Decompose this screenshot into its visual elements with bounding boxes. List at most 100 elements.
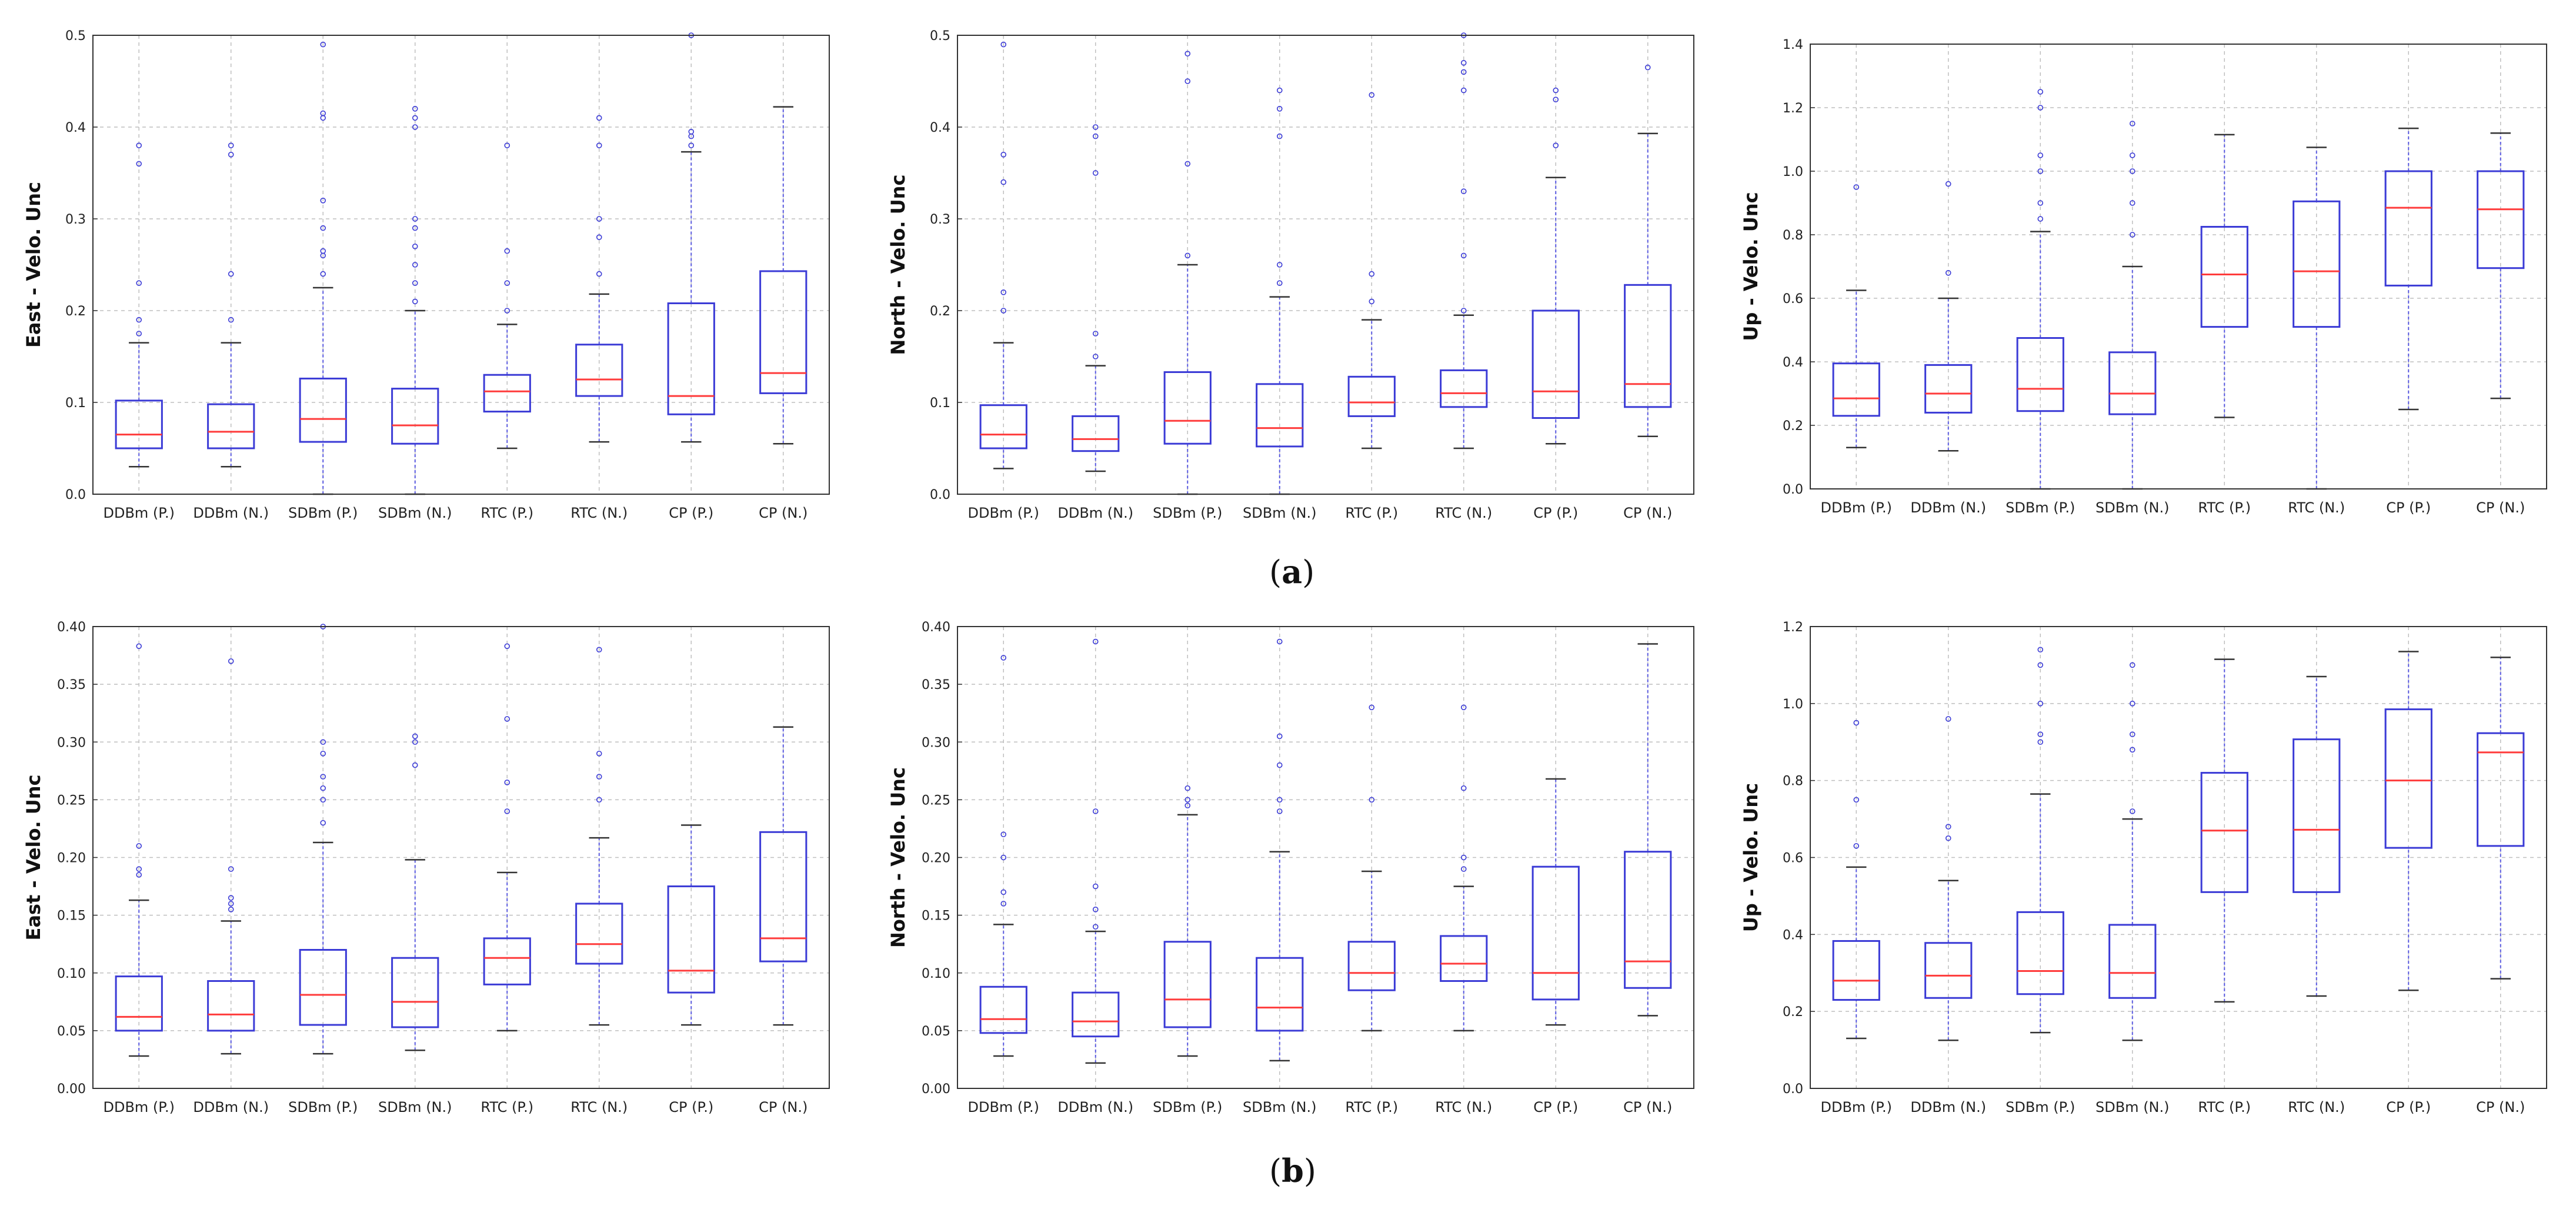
chart-b-east-flier-4-0 [504,808,510,814]
chart-a-north-flier-4-2 [1369,92,1375,98]
chart-b-north-flier-2-0 [1184,802,1191,808]
chart-a-east-flier-2-3 [320,225,326,231]
chart-b-up-flier-2-4 [2037,647,2044,653]
chart-a-east-xtick-label-4: RTC (P.) [481,505,533,521]
chart-a-east-xtick-label-2: SDBm (P.) [288,505,358,521]
chart-b-east-xtick-label-1: DDBm (N.) [193,1099,269,1115]
chart-a-north-ylabel: North - Velo. Unc [887,175,909,355]
chart-a-up-iqr-box-5 [2293,200,2341,328]
chart-b-up-xtick-label-5: RTC (N.) [2288,1099,2345,1115]
chart-b-east-flier-4-3 [504,643,510,650]
chart-b-up-ylabel: Up - Velo. Unc [1740,783,1762,932]
chart-b-north-xtick-label-1: DDBm (N.) [1057,1099,1133,1115]
chart-a-north-xtick-label-1: DDBm (N.) [1057,505,1133,521]
chart-b-east-iqr-box-7 [759,831,807,962]
chart-b-north-flier-2-1 [1184,797,1191,803]
chart-a-east-flier-5-4 [596,115,602,121]
chart-b-north-box-6 [1531,778,1580,1026]
chart-b-east-flier-2-0 [320,820,326,826]
chart-b-up-iqr-box-7 [2477,732,2525,847]
chart-b-east-flier-2-3 [320,774,326,780]
chart-a-east-iqr-box-1 [207,403,255,449]
chart-a-east-ytick-label-4: 0.4 [65,121,86,135]
chart-a-up-box-5 [2293,146,2341,490]
chart-a-east-flier-1-0 [228,317,234,323]
chart-a-north-xtick-label-4: RTC (P.) [1345,505,1398,521]
chart-b-east-ytick-label-0: 0.00 [57,1082,86,1097]
chart-a-east-box-5 [575,115,623,443]
chart-b-north-xtick-label-2: SDBm (P.) [1153,1099,1222,1115]
chart-a-east-ytick-label-3: 0.3 [65,212,86,227]
chart-b-north-box-0 [979,655,1027,1057]
chart-b-east-xtick-label-4: RTC (P.) [481,1099,533,1115]
chart-b-north-flier-3-1 [1276,797,1283,803]
chart-b-up-flier-3-1 [2129,747,2135,753]
chart-a-up-flier-3-0 [2129,232,2135,238]
chart-a-up-flier-2-1 [2037,200,2044,206]
chart-b-north-flier-0-2 [1000,854,1007,861]
chart-a-north-box-7 [1624,64,1672,437]
chart-b-north-ytick-label-4: 0.20 [922,851,950,866]
chart-a-up-flier-2-2 [2037,168,2044,174]
chart-a-north-flier-0-2 [1000,179,1007,185]
chart-a-east-flier-1-2 [228,151,234,158]
chart-b-up-flier-2-0 [2037,739,2044,745]
chart-b-east-iqr-box-3 [391,957,439,1028]
panel-label-b: (b) [1269,1152,1316,1190]
chart-b-north-ytick-label-1: 0.05 [922,1024,950,1039]
chart-a-up-box-1 [1924,181,1973,452]
chart-a-north-box-4 [1347,92,1396,449]
chart-b-north-iqr-box-0 [979,985,1027,1034]
chart-b-east-iqr-box-4 [483,937,531,985]
chart-a-up: 0.0 0.2 0.4 0.6 0.8 1.0 1.2 1.4 DDBm (P.) DDBm (N… [1740,38,2547,516]
chart-b-up-xtick-label-3: SDBm (N.) [2095,1099,2170,1115]
chart-b-up-flier-0-2 [1853,720,1860,726]
chart-b-up-ytick-label-5: 1.0 [1783,697,1803,712]
chart-a-east-ytick-label-1: 0.1 [65,396,86,411]
chart-b-north-iqr-box-2 [1163,941,1212,1028]
chart-a-north-flier-5-2 [1460,188,1467,195]
chart-b-up-xtick-label-2: SDBm (P.) [2006,1099,2075,1115]
chart-a-east-flier-2-2 [320,248,326,254]
chart-a-east-flier-4-0 [504,308,510,314]
chart-b-up: 0.0 0.2 0.4 0.6 0.8 1.0 1.2 DDBm (P.) DDBm (N.) S… [1740,620,2547,1115]
chart-b-east-ylabel: East - Velo. Unc [22,774,45,940]
chart-b-east-flier-0-0 [136,872,142,878]
chart-b-north-xtick-label-5: RTC (N.) [1435,1099,1492,1115]
chart-b-north-iqr-box-6 [1531,865,1580,1001]
chart-b-up-iqr-box-3 [2108,924,2157,999]
chart-b-north-ytick-label-3: 0.15 [922,909,950,924]
chart-a-north-xtick-label-7: CP (N.) [1623,505,1672,521]
chart-a-up-flier-3-2 [2129,168,2135,174]
chart-b-north-xtick-label-4: RTC (P.) [1345,1099,1398,1115]
chart-b-up-box-3 [2108,662,2157,1041]
chart-b-east-ytick-label-4: 0.20 [57,851,86,866]
chart-a-up-box-6 [2384,127,2432,411]
chart-b-up-iqr-box-0 [1832,940,1880,1001]
chart-a-east-flier-2-4 [320,197,326,204]
chart-b-east-flier-2-2 [320,785,326,791]
chart-b-north-xtick-label-0: DDBm (P.) [967,1099,1039,1115]
chart-b-north-flier-1-4 [1092,638,1099,645]
chart-a-north-flier-5-1 [1460,252,1467,259]
chart-b-north-iqr-box-3 [1256,957,1304,1032]
chart-b-north-flier-4-0 [1369,797,1375,803]
chart-a-east-iqr-box-3 [391,388,439,445]
chart-a-east-flier-2-7 [320,41,326,48]
panel-label-a: (a) [1269,553,1315,591]
chart-b-up-xtick-label-7: CP (N.) [2476,1099,2525,1115]
chart-a-east-xtick-label-3: SDBm (N.) [378,505,452,521]
chart-b-north-flier-5-3 [1460,704,1467,711]
chart-a-east-xtick-label-6: CP (P.) [669,505,713,521]
chart-b-north-ytick-label-8: 0.40 [922,620,950,635]
chart-a-east-iqr-box-5 [575,344,623,397]
chart-b-north-ytick-label-5: 0.25 [922,793,950,808]
chart-a-east-flier-4-2 [504,248,510,254]
chart-a-north-iqr-box-4 [1347,375,1396,417]
chart-a-north-flier-1-2 [1092,170,1099,176]
chart-a-north-flier-7-0 [1644,64,1651,71]
chart-a-north-flier-3-1 [1276,262,1283,268]
chart-a-north-xtick-label-5: RTC (N.) [1435,505,1492,521]
chart-b-east-iqr-box-6 [667,885,715,994]
